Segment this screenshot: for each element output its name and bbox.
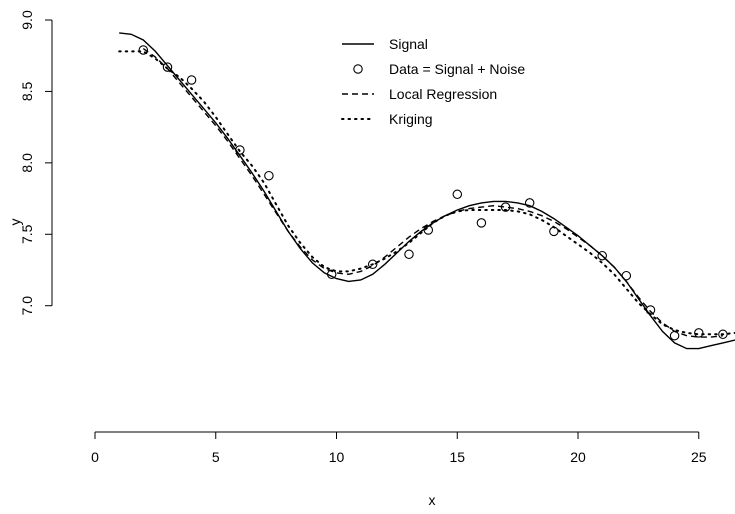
series-2-point [524,198,535,208]
series-2-point [235,145,245,155]
series-2-point [423,225,434,235]
x-tick-label: 0 [91,449,99,465]
legend-label: Signal [389,36,428,52]
y-tick-label: 9.0 [19,10,35,30]
series-2-point [621,270,632,281]
series-3-line [142,48,723,338]
y-axis: 7.0 7.5 8.0 8.5 9.0 [19,10,53,316]
legend-item: Data = Signal + Noise [353,61,525,77]
legend-label: Data = Signal + Noise [389,61,525,77]
x-tick-label: 10 [329,449,345,465]
series-2-point [452,189,463,200]
series-2-point [162,62,173,72]
x-tick-label: 5 [212,449,220,465]
series-2-point [404,249,414,260]
legend-item: Signal [342,36,428,52]
legend-label: Local Regression [389,86,497,102]
legend-item: Kriging [341,111,433,127]
x-axis: 0 5 10 15 20 25 [91,431,707,465]
series-2-point [326,269,337,280]
series-2-point [476,218,487,228]
legend-swatch [353,64,363,74]
plot-area [118,32,735,350]
series-1-line [119,32,735,350]
legend: Signal Data = Signal + Noise Local Regress… [341,36,525,127]
x-tick-label: 15 [449,449,465,465]
y-tick-label: 7.5 [19,224,35,244]
legend-label: Kriging [389,111,433,127]
series-2-point [597,250,607,261]
series-4-line [118,50,735,336]
series-2-point [669,330,680,341]
y-axis-label: y [7,219,23,226]
x-tick-label: 25 [691,449,707,465]
series-2-point [718,329,728,340]
x-axis-label: x [429,492,436,508]
series-2-point [186,75,197,85]
x-tick-label: 20 [570,449,586,465]
series-2-point [367,259,378,270]
series-2-point [694,328,704,338]
series-2-point [549,226,559,237]
y-tick-label: 7.0 [19,296,35,316]
series-2-point [138,45,149,55]
legend-item: Local Regression [342,86,497,102]
series-2-point [264,170,274,181]
y-tick-label: 8.5 [19,81,35,101]
y-tick-label: 8.0 [19,153,35,173]
